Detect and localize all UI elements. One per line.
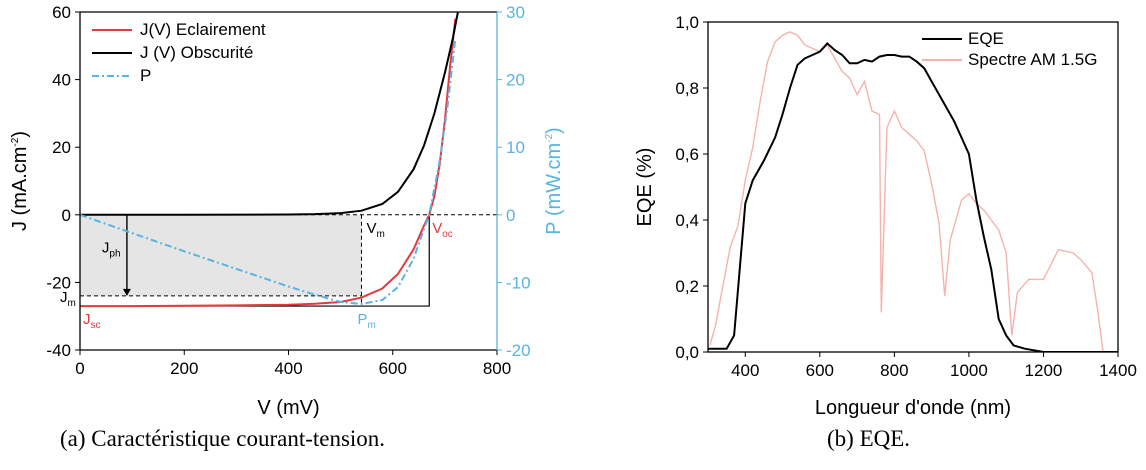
x-tick-label-a: 600 [379, 359, 407, 378]
x-tick-label-b: 600 [806, 361, 834, 380]
x-tick-label-b: 1200 [1025, 361, 1063, 380]
x-tick-label-b: 1000 [950, 361, 988, 380]
x-tick-label-b: 800 [880, 361, 908, 380]
y-tick-label-a: 20 [52, 138, 71, 157]
pm-label: Pm [357, 311, 375, 331]
jm-label: Jm [60, 289, 76, 309]
y2-tick-label-a: 10 [506, 138, 525, 157]
x-tick-label-a: 200 [170, 359, 198, 378]
y2-axis-label-a: P (mW.cm-2) [543, 127, 565, 234]
legend-a-label: J (V) Obscurité [140, 43, 253, 62]
legend-b-label: Spectre AM 1.5G [968, 50, 1097, 69]
max-power-rectangle [80, 214, 362, 296]
y-tick-label-b: 1,0 [675, 13, 699, 32]
plot-b-frame [707, 21, 1119, 353]
series-power-line [80, 38, 457, 306]
y-tick-label-a: 0 [62, 206, 71, 225]
x-tick-label-a: 800 [483, 359, 511, 378]
legend-b-label: EQE [968, 29, 1004, 48]
series-eqe-line [708, 41, 1118, 352]
jsc-label: Jsc [83, 311, 101, 331]
caption-left: (a) Caractéristique courant-tension. [60, 426, 386, 451]
x-tick-label-b: 400 [731, 361, 759, 380]
y2-tick-label-a: -10 [506, 273, 531, 292]
series-group-b [708, 31, 1118, 352]
y-tick-label-a: 40 [52, 71, 71, 90]
y-tick-label-a: 60 [52, 3, 71, 22]
x-tick-label-b: 1400 [1099, 361, 1137, 380]
y-axis-label-a: J (mA.cm-2) [9, 131, 31, 231]
series-dark-line [80, 12, 459, 216]
y-tick-label-a: -20 [46, 273, 71, 292]
series-spectrum-line [709, 31, 1104, 352]
y2-tick-label-a: 0 [506, 206, 515, 225]
y-tick-label-b: 0,0 [675, 343, 699, 362]
x-axis-label-a: V (mV) [257, 397, 319, 419]
y-tick-label-b: 0,2 [675, 277, 699, 296]
x-tick-label-a: 400 [274, 359, 302, 378]
vm-label: Vm [366, 220, 384, 240]
y2-tick-label-a: 30 [506, 3, 525, 22]
y2-tick-label-a: 20 [506, 71, 525, 90]
caption-right: (b) EQE. [827, 426, 911, 451]
y-tick-label-b: 0,6 [675, 145, 699, 164]
legend-a-label: J(V) Eclairement [140, 20, 266, 39]
y-tick-label-b: 0,8 [675, 79, 699, 98]
y2-tick-label-a: -20 [506, 341, 531, 360]
jph-arrow-head [122, 288, 131, 296]
x-axis-label-b: Longueur d'onde (nm) [815, 397, 1011, 419]
legend-a-label: P [140, 66, 151, 85]
y-tick-label-a: -40 [46, 341, 71, 360]
x-tick-label-a: 0 [75, 359, 84, 378]
series-group [80, 12, 459, 308]
y-tick-label-b: 0,4 [675, 211, 699, 230]
jph-label: Jph [102, 240, 121, 260]
y-axis-label-b: EQE (%) [634, 148, 656, 227]
voc-label: Voc [432, 220, 453, 240]
